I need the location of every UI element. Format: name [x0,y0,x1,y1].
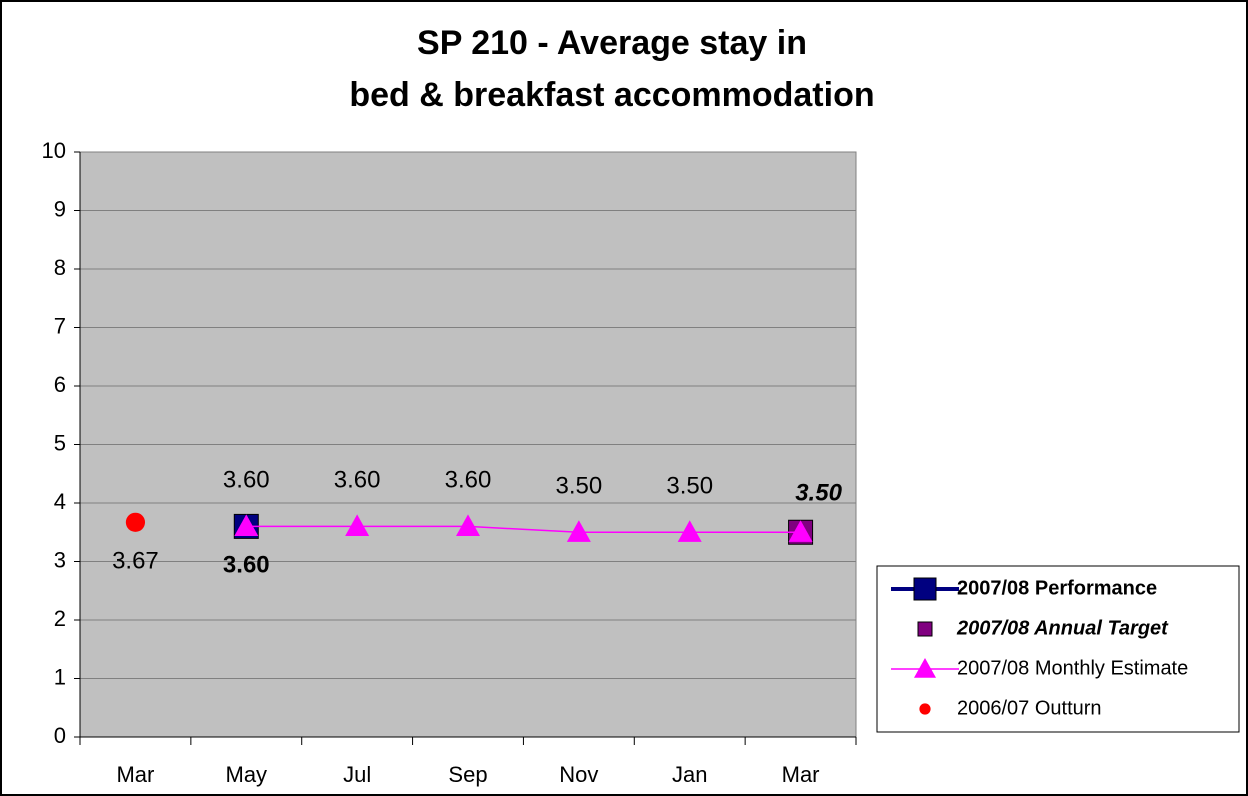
y-tick-label: 3 [54,547,66,572]
y-tick-label: 2 [54,606,66,631]
y-tick-label: 4 [54,489,66,514]
y-tick-label: 10 [42,138,66,163]
y-tick-label: 7 [54,313,66,338]
legend-label: 2006/07 Outturn [957,697,1102,719]
y-tick-label: 0 [54,723,66,748]
x-tick-label: Nov [559,762,598,787]
marker-circle [125,512,146,532]
legend-label: 2007/08 Annual Target [956,617,1169,639]
data-label: 3.60 [223,467,270,494]
legend-label: 2007/08 Monthly Estimate [957,657,1188,679]
series-line [246,525,801,533]
data-label: 3.60 [445,467,492,494]
marker-triangle [234,514,259,536]
chart-title: bed & breakfast accommodation [349,76,874,114]
marker-square [913,577,937,601]
y-tick-label: 5 [54,430,66,455]
y-tick-label: 9 [54,196,66,221]
data-label: 3.60 [223,552,270,579]
marker-triangle [914,658,936,678]
y-tick-label: 1 [54,664,66,689]
marker-triangle [788,520,813,542]
x-tick-label: Mar [782,762,820,787]
x-tick-label: Jan [672,762,707,787]
marker-triangle [345,514,370,536]
marker-triangle [566,520,591,542]
x-tick-label: Mar [116,762,154,787]
y-tick-label: 6 [54,372,66,397]
data-label: 3.50 [666,473,713,500]
legend-label: 2007/08 Performance [957,577,1157,599]
y-tick-label: 8 [54,255,66,280]
data-label: 3.60 [334,467,381,494]
chart-title: SP 210 - Average stay in [417,24,807,62]
marker-triangle [456,514,480,536]
x-tick-label: Sep [448,762,487,787]
legend-box [876,565,1240,733]
x-tick-label: Jul [343,762,371,787]
data-label: 3.50 [795,480,842,507]
marker-triangle [677,520,702,542]
marker-square [917,621,933,637]
data-label: 3.50 [555,473,602,500]
marker-circle [919,703,931,715]
data-label: 3.67 [112,548,159,575]
x-tick-label: May [226,762,268,787]
